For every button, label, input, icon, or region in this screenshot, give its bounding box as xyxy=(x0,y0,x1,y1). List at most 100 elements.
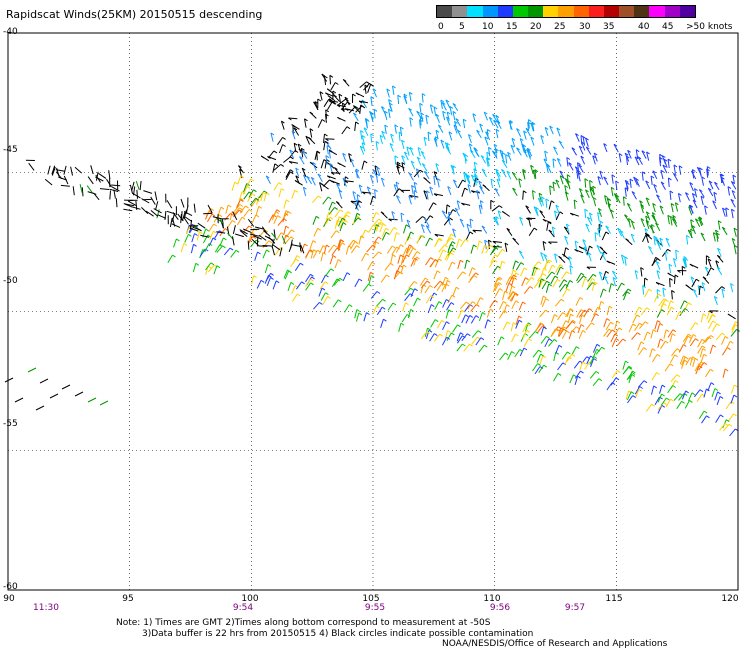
wind-barb xyxy=(258,205,262,209)
wind-barb xyxy=(446,321,450,325)
wind-barb xyxy=(374,165,378,175)
wind-barb xyxy=(407,309,412,319)
wind-barb xyxy=(580,272,585,276)
wind-barb xyxy=(671,348,678,357)
wind-barb xyxy=(510,322,514,332)
wind-barb xyxy=(715,260,720,264)
wind-barb xyxy=(334,206,338,210)
wind-barb xyxy=(501,168,505,172)
wind-barb xyxy=(376,167,381,176)
wind-barb xyxy=(479,123,484,133)
wind-barb xyxy=(672,214,676,218)
wind-barb xyxy=(448,309,452,313)
wind-barb xyxy=(355,121,359,125)
wind-barb xyxy=(413,190,416,200)
wind-barb xyxy=(612,270,616,274)
wind-barb xyxy=(213,265,218,275)
wind-barb xyxy=(370,96,375,100)
wind-barb xyxy=(250,178,255,182)
wind-barb xyxy=(495,114,500,118)
wind-barb xyxy=(625,390,629,400)
wind-barb xyxy=(452,247,457,251)
wind-barb xyxy=(243,209,250,217)
wind-barb xyxy=(399,127,403,137)
wind-barb xyxy=(294,262,301,271)
wind-barb xyxy=(396,265,401,274)
time-label: 9:56 xyxy=(489,603,511,613)
wind-barb xyxy=(320,274,326,284)
wind-barb xyxy=(488,146,492,150)
wind-barb xyxy=(580,155,585,159)
wind-barb xyxy=(331,278,338,288)
wind-barb xyxy=(733,227,737,237)
wind-barb xyxy=(325,138,335,140)
wind-barb xyxy=(327,196,332,200)
wind-barb xyxy=(358,312,363,316)
wind-barb xyxy=(316,151,318,161)
wind-barb xyxy=(525,205,529,209)
wind-barb xyxy=(699,167,703,171)
wind-barb xyxy=(507,351,513,360)
wind-barb xyxy=(133,186,136,196)
wind-barb xyxy=(435,130,439,140)
wind-barb xyxy=(400,212,405,216)
wind-barb xyxy=(285,210,290,214)
wind-barb xyxy=(391,245,396,249)
wind-barb xyxy=(594,232,599,235)
wind-barb xyxy=(319,301,323,305)
wind-barb xyxy=(597,176,601,186)
wind-barb xyxy=(424,277,429,281)
wind-barb xyxy=(586,355,591,365)
wind-barb xyxy=(325,109,329,113)
wind-barb xyxy=(436,270,441,274)
wind-barb xyxy=(683,302,689,311)
wind-barb xyxy=(321,287,326,291)
wind-barb xyxy=(79,184,83,194)
wind-barb xyxy=(328,149,333,153)
wind-barb xyxy=(445,146,450,149)
wind-barb xyxy=(555,298,562,307)
wind-barb xyxy=(515,272,520,276)
wind-barb xyxy=(248,225,253,229)
wind-barb xyxy=(623,196,625,206)
wind-barb xyxy=(488,259,495,268)
wind-barb xyxy=(206,213,213,223)
wind-barb xyxy=(656,241,662,250)
wind-barb xyxy=(498,205,503,209)
wind-barb xyxy=(416,110,420,114)
wind-barb xyxy=(594,232,597,242)
wind-barb xyxy=(254,226,264,230)
wind-barb xyxy=(408,172,413,176)
wind-barb xyxy=(614,320,618,330)
wind-barb xyxy=(713,232,717,236)
wind-barb xyxy=(466,223,470,233)
wind-barb xyxy=(652,329,657,333)
wind-barb xyxy=(720,414,724,418)
wind-barb xyxy=(324,216,331,226)
wind-barb xyxy=(267,263,272,267)
wind-barb xyxy=(325,155,328,165)
wind-barb xyxy=(330,230,337,239)
wind-barb xyxy=(569,265,574,269)
wind-barb xyxy=(534,366,541,375)
wind-barb xyxy=(667,300,672,310)
wind-barb xyxy=(608,305,613,309)
wind-barb xyxy=(410,308,414,312)
wind-barb xyxy=(327,95,332,99)
wind-barb xyxy=(558,255,562,259)
wind-barb xyxy=(461,314,466,324)
wind-barb xyxy=(256,198,260,202)
wind-barb xyxy=(438,237,443,241)
wind-barb xyxy=(472,113,476,123)
wind-barb xyxy=(237,175,242,185)
wind-barb xyxy=(542,273,547,277)
wind-barb xyxy=(416,168,420,172)
wind-barb xyxy=(219,237,224,247)
wind-barb xyxy=(380,319,384,328)
wind-barb xyxy=(573,199,578,203)
wind-barb xyxy=(444,280,448,290)
wind-barb xyxy=(516,147,520,151)
wind-barb xyxy=(440,139,445,149)
wind-barb xyxy=(630,391,635,395)
wind-barb xyxy=(342,153,347,162)
